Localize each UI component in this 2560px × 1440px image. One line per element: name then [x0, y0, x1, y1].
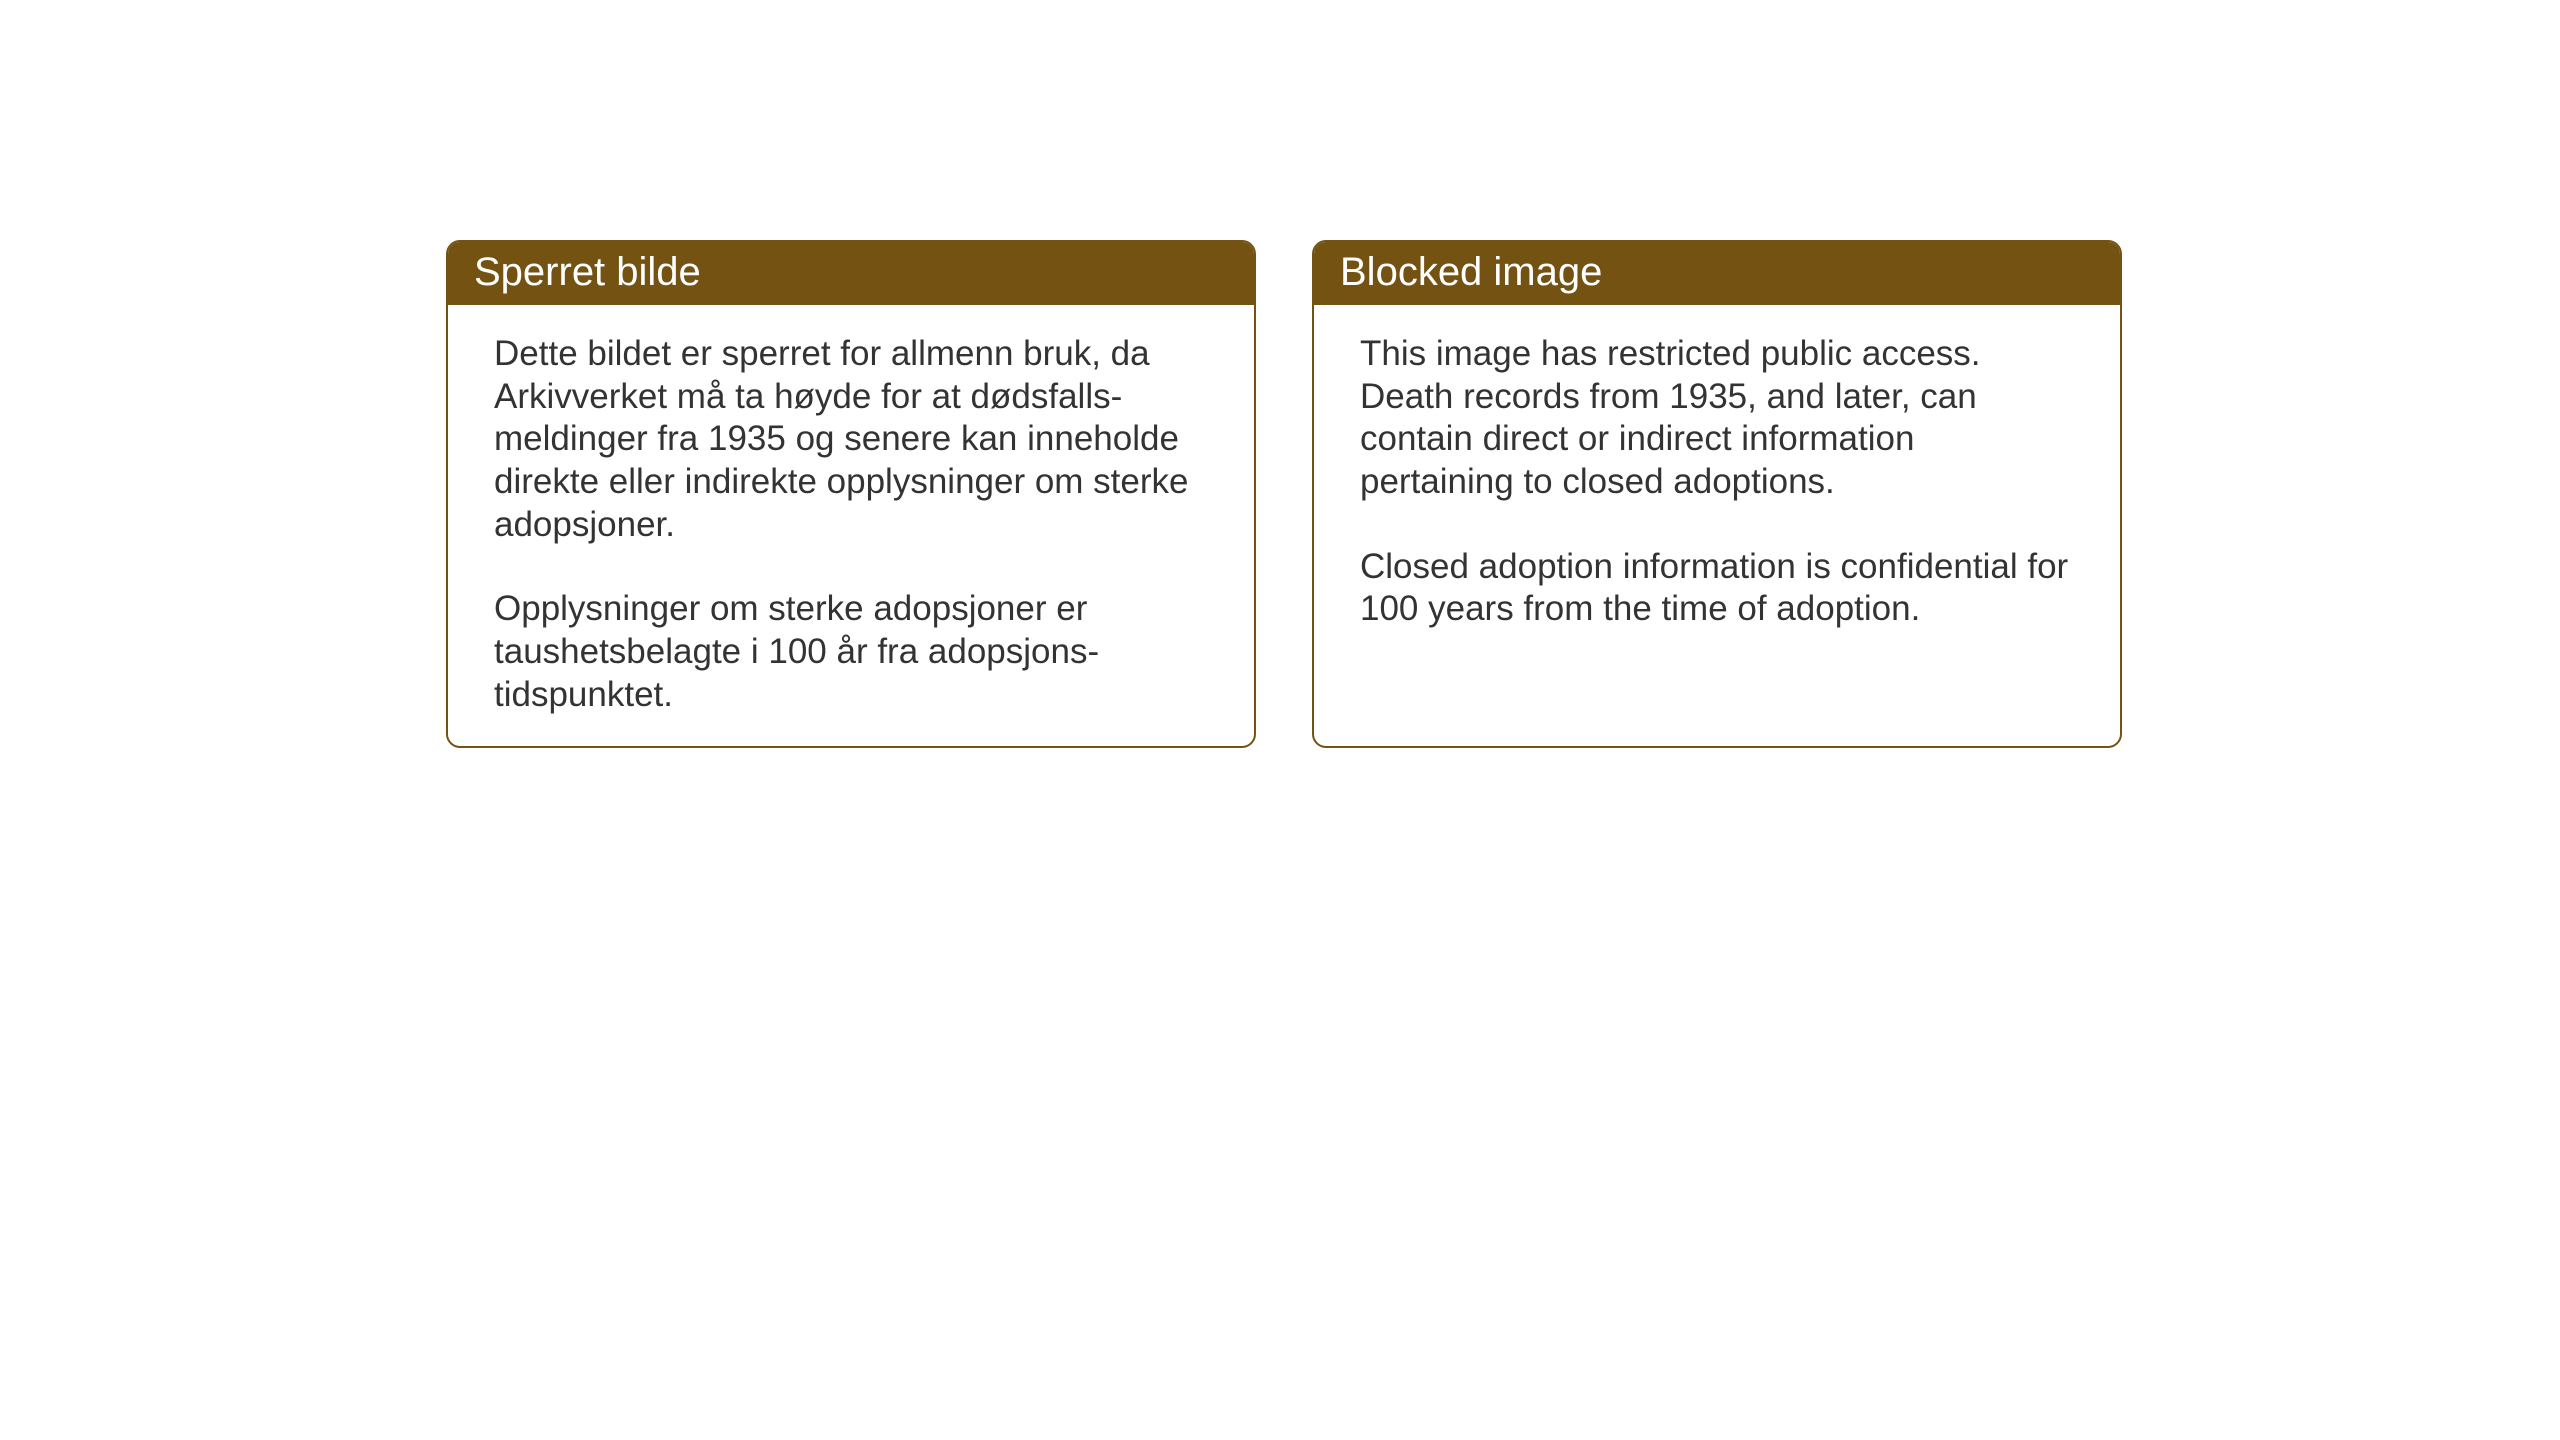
paragraph-norwegian-2: Opplysninger om sterke adopsjoner er tau… [494, 588, 1208, 716]
notice-container: Sperret bilde Dette bildet er sperret fo… [446, 240, 2122, 748]
notice-card-norwegian: Sperret bilde Dette bildet er sperret fo… [446, 240, 1256, 748]
paragraph-english-2: Closed adoption information is confident… [1360, 546, 2074, 631]
card-body-english: This image has restricted public access.… [1314, 305, 2120, 671]
notice-card-english: Blocked image This image has restricted … [1312, 240, 2122, 748]
paragraph-english-1: This image has restricted public access.… [1360, 333, 2074, 504]
card-title-english: Blocked image [1340, 250, 1602, 294]
card-body-norwegian: Dette bildet er sperret for allmenn bruk… [448, 305, 1254, 748]
card-header-norwegian: Sperret bilde [448, 242, 1254, 305]
paragraph-norwegian-1: Dette bildet er sperret for allmenn bruk… [494, 333, 1208, 546]
card-header-english: Blocked image [1314, 242, 2120, 305]
card-title-norwegian: Sperret bilde [474, 250, 701, 294]
